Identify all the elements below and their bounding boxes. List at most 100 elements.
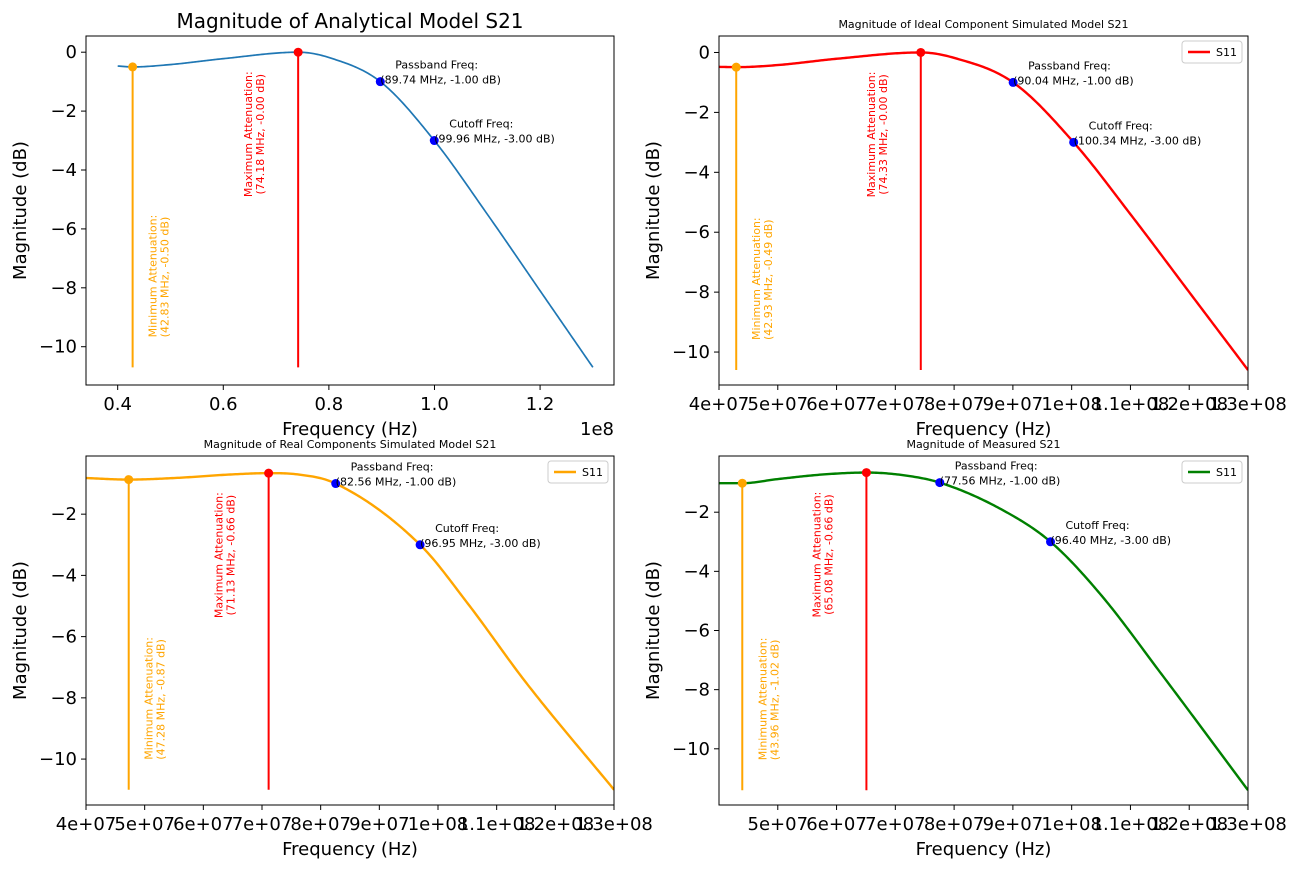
chart-panel-4: Magnitude of Measured S21 5e+076e+077e+07…: [643, 438, 1287, 860]
passband-label-title: Passband Freq:: [948, 460, 1038, 473]
plot-frame: [85, 455, 615, 806]
x-tick-label: 8e+07: [290, 814, 351, 835]
passband-label-value: (82.56 MHz, -1.00 dB): [336, 476, 457, 489]
max-attenuation-label: Maximum Attenuation:(74.33 MHz, -0.00 dB…: [865, 72, 890, 198]
x-axis-label: Frequency (Hz): [916, 839, 1052, 860]
x-tick-label: 9e+07: [983, 814, 1044, 835]
max-attenuation-label-line: (74.33 MHz, -0.00 dB): [877, 74, 890, 195]
x-tick-label: 7e+07: [232, 814, 293, 835]
x-tick-label: 6e+07: [806, 814, 867, 835]
x-tick-label: 1e+08: [408, 814, 469, 835]
passband-marker-point: [1008, 77, 1018, 87]
max-attenuation-label-line: Maximum Attenuation:: [242, 71, 255, 197]
x-tick-label: 1.2e+08: [1150, 814, 1228, 835]
y-tick-label: −6: [50, 627, 77, 648]
passband-marker-point: [375, 77, 385, 87]
x-tick-label: 1e+08: [1041, 814, 1102, 835]
x-tick-label: 1e+08: [1041, 394, 1102, 415]
plot-data: [86, 468, 614, 791]
y-tick-label: −8: [683, 680, 710, 701]
passband-marker-point: [331, 479, 341, 489]
legend-label: S11: [582, 466, 603, 479]
y-tick-label: −4: [683, 162, 710, 183]
x-tick-label: 4e+07: [689, 394, 750, 415]
min-marker-point: [128, 62, 138, 72]
x-tick-label: 5e+07: [114, 814, 175, 835]
x-tick-label: 0.4: [103, 394, 132, 415]
x-axis-label: Frequency (Hz): [282, 419, 418, 440]
x-tick-label: 1.3e+08: [575, 814, 653, 835]
x-tick-label: 8e+07: [924, 394, 985, 415]
plot-data: [117, 47, 594, 368]
y-tick-label: −4: [50, 160, 77, 181]
min-attenuation-label-line: Minimum Attenuation:: [750, 217, 763, 340]
cutoff-label-title: Cutoff Freq:: [1082, 119, 1153, 132]
legend-box: [547, 460, 609, 484]
min-attenuation-label: Minimum Attenuation:(43.96 MHz, -1.02 dB…: [756, 638, 781, 761]
x-tick-label: 6e+07: [806, 394, 867, 415]
max-attenuation-label-line: (65.08 MHz, -0.66 dB): [822, 494, 835, 615]
y-tick-label: −6: [50, 219, 77, 240]
passband-label-value: (89.74 MHz, -1.00 dB): [380, 74, 501, 87]
min-marker-point: [124, 475, 134, 485]
max-marker-point: [264, 468, 274, 478]
x-axis-label: Frequency (Hz): [282, 839, 418, 860]
y-tick-label: −8: [683, 282, 710, 303]
x-tick-label: 0.6: [209, 394, 238, 415]
y-axis-label: Magnitude (dB): [10, 141, 31, 280]
x-tick-label: 1.1e+08: [458, 814, 536, 835]
min-attenuation-label-line: Minimum Attenuation:: [756, 638, 769, 761]
y-tick-label: −10: [672, 739, 710, 760]
min-attenuation-label-line: (47.28 MHz, -0.87 dB): [155, 639, 168, 760]
x-tick-label: 7e+07: [865, 394, 926, 415]
y-tick-label: −10: [39, 337, 77, 358]
chart-panel-3: Magnitude of Real Components Simulated M…: [10, 438, 653, 860]
cutoff-label-value: (96.40 MHz, -3.00 dB): [1051, 534, 1172, 547]
x-tick-label: 9e+07: [983, 394, 1044, 415]
x-tick-label: 1.1e+08: [1092, 394, 1170, 415]
max-attenuation-label: Maximum Attenuation:(65.08 MHz, -0.66 dB…: [810, 492, 835, 618]
passband-marker-point: [935, 478, 945, 488]
passband-label-title: Passband Freq:: [344, 461, 434, 474]
legend-label: S11: [1216, 466, 1237, 479]
series-line: [117, 51, 594, 368]
max-attenuation-label: Maximum Attenuation:(71.13 MHz, -0.66 dB…: [213, 492, 238, 618]
legend: S11: [1181, 460, 1243, 484]
cutoff-label-value: (96.95 MHz, -3.00 dB): [420, 537, 541, 550]
y-axis-label: Magnitude (dB): [10, 561, 31, 700]
min-attenuation-label-line: Minimum Attenuation:: [143, 637, 156, 760]
max-attenuation-label-line: Maximum Attenuation:: [810, 492, 823, 618]
y-tick-label: −6: [683, 621, 710, 642]
legend-label: S11: [1216, 46, 1237, 59]
cutoff-marker-point: [415, 540, 425, 550]
legend: S11: [1181, 40, 1243, 64]
chart-title: Magnitude of Analytical Model S21: [176, 9, 523, 33]
x-tick-label: 5e+07: [748, 394, 809, 415]
x-tick-label: 5e+07: [748, 814, 809, 835]
x-tick-label: 1.3e+08: [1209, 394, 1287, 415]
y-tick-label: −2: [683, 502, 710, 523]
max-attenuation-label-line: (71.13 MHz, -0.66 dB): [225, 495, 238, 616]
max-marker-point: [861, 468, 871, 478]
chart-title: Magnitude of Real Components Simulated M…: [204, 438, 497, 451]
y-tick-label: −2: [50, 101, 77, 122]
passband-label-title: Passband Freq:: [1021, 59, 1111, 72]
max-attenuation-label: Maximum Attenuation:(74.18 MHz, -0.00 dB…: [242, 71, 267, 197]
min-attenuation-label-line: (42.83 MHz, -0.50 dB): [159, 217, 172, 338]
x-tick-label: 1.3e+08: [1209, 814, 1287, 835]
plot-frame: [718, 35, 1249, 386]
x-tick-label: 8e+07: [924, 814, 985, 835]
x-tick-label: 1.2: [526, 394, 555, 415]
legend-box: [1181, 40, 1243, 64]
min-attenuation-label-line: (43.96 MHz, -1.02 dB): [768, 640, 781, 761]
x-tick-label: 7e+07: [865, 814, 926, 835]
passband-label-title: Passband Freq:: [388, 59, 478, 72]
x-axis-offset-label: 1e8: [580, 419, 614, 440]
cutoff-marker-point: [429, 136, 439, 146]
min-attenuation-label: Minimum Attenuation:(47.28 MHz, -0.87 dB…: [143, 637, 168, 760]
chart-panel-1: Magnitude of Analytical Model S21 0.4 0.6 0…: [10, 9, 615, 440]
plot-frame: [718, 455, 1249, 806]
min-marker-point: [737, 478, 747, 488]
y-axis-label: Magnitude (dB): [643, 561, 664, 700]
